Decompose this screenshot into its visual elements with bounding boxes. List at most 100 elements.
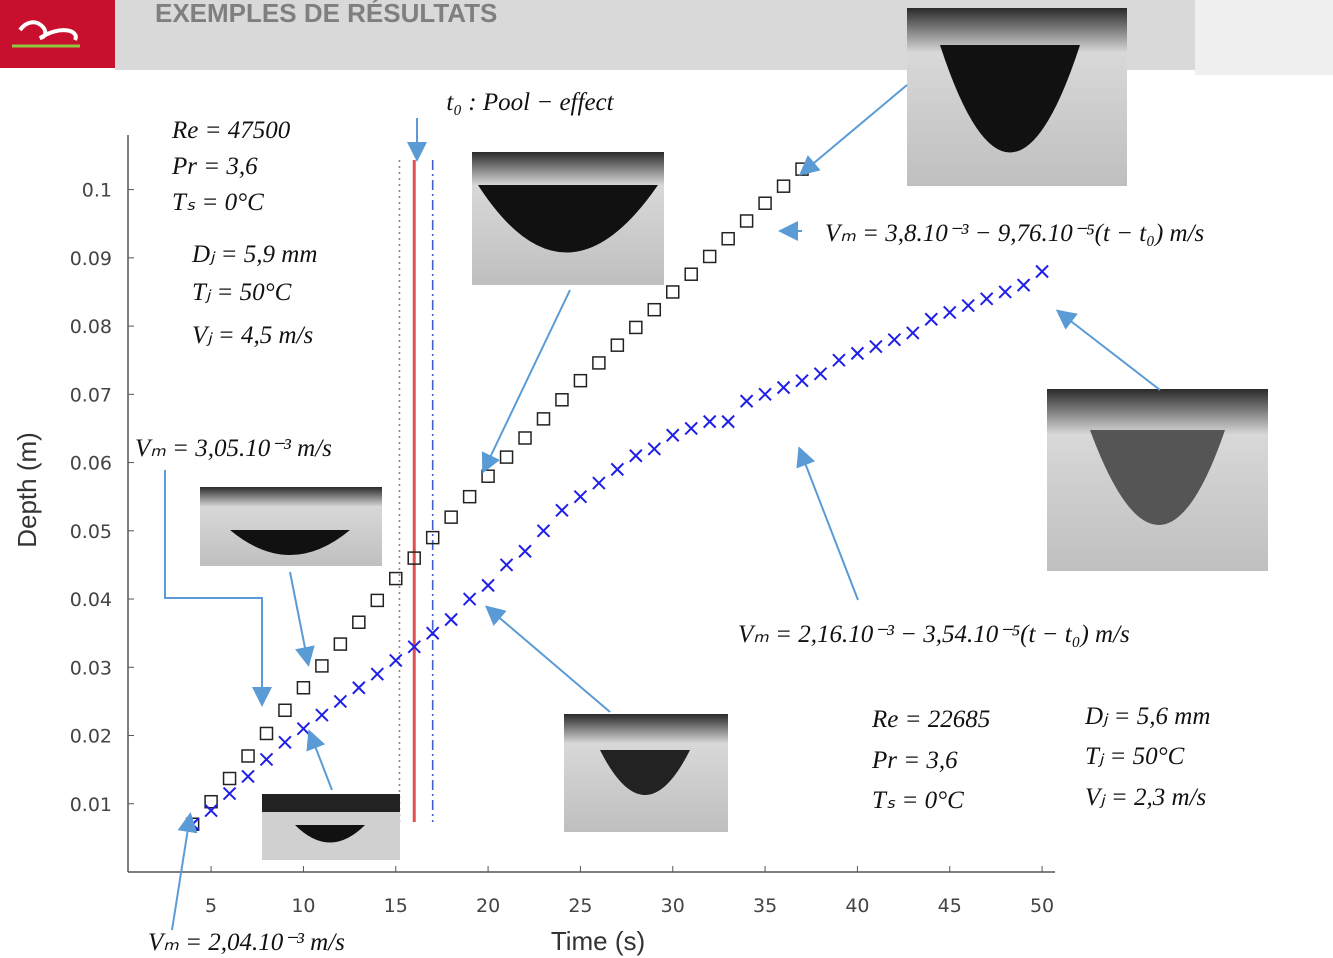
y-tick-label: 0.03	[70, 657, 112, 679]
data-point	[204, 794, 218, 809]
data-point	[702, 414, 717, 429]
photo-cavity	[1090, 430, 1225, 525]
annotation: Tₛ = 0°C	[872, 787, 964, 814]
data-point	[702, 249, 717, 264]
data-point	[222, 786, 237, 801]
data-point	[315, 708, 329, 722]
arrow	[796, 446, 859, 601]
data-point	[684, 267, 698, 281]
x-axis-label: Time (s)	[551, 926, 645, 956]
y-tick-label: 0.04	[70, 589, 112, 611]
data-point	[278, 703, 292, 718]
annotation: Vₘ = 3,8.10⁻³ − 9,76.10⁻⁵(t − t₀) m/s	[825, 220, 1204, 247]
arrow	[481, 289, 571, 474]
y-tick-label: 0.07	[70, 384, 112, 406]
arrow	[289, 571, 315, 667]
x-tick-label: 20	[476, 895, 500, 917]
annotation: Dⱼ = 5,6 mm	[1084, 703, 1210, 730]
x-tick-label: 15	[384, 895, 408, 917]
x-tick-label: 40	[845, 895, 869, 917]
data-point	[573, 489, 588, 504]
annotation: Pr = 3,6	[871, 747, 958, 774]
photo-cavity	[940, 45, 1080, 153]
photo-cavity	[600, 750, 690, 795]
data-point	[499, 450, 514, 464]
photo-cavity	[478, 185, 658, 253]
annotation: Vₘ = 3,05.10⁻³ m/s	[135, 435, 332, 462]
x-tick-label: 25	[568, 895, 592, 917]
x-tick-label: 30	[661, 895, 685, 917]
data-point	[462, 592, 477, 606]
data-point	[869, 339, 883, 354]
arrow	[484, 605, 611, 713]
photo-cavity	[230, 530, 350, 555]
y-tick-label: 0.09	[70, 248, 112, 270]
data-point	[389, 571, 403, 586]
data-point	[333, 637, 348, 651]
data-point	[444, 510, 458, 524]
annotation: Vₘ = 2,04.10⁻³ m/s	[148, 929, 345, 956]
data-point	[721, 414, 735, 429]
data-point	[776, 179, 791, 193]
page-title: EXEMPLES DE RÉSULTATS	[155, 0, 497, 28]
data-point	[462, 489, 477, 504]
data-point	[906, 326, 920, 340]
data-point	[666, 428, 680, 442]
photos	[200, 8, 1268, 860]
annotation: Tₛ = 0°C	[172, 189, 264, 216]
data-point	[315, 659, 329, 673]
data-point	[813, 367, 828, 381]
y-tick-label: 0.08	[70, 316, 112, 338]
x-tick-label: 35	[753, 895, 777, 917]
y-tick-label: 0.06	[70, 453, 112, 475]
y-tick-label: 0.05	[70, 521, 112, 543]
annotation: Dⱼ = 5,9 mm	[191, 241, 317, 268]
data-point	[832, 353, 846, 367]
data-point	[296, 721, 311, 736]
data-point	[924, 312, 938, 326]
arrow	[1055, 309, 1161, 391]
annotation: Tⱼ = 50°C	[192, 279, 292, 306]
arrow	[798, 84, 908, 176]
annotation: Vₘ = 2,16.10⁻³ − 3,54.10⁻⁵(t − t₀) m/s	[738, 621, 1130, 648]
x-tick-label: 45	[938, 895, 962, 917]
data-point	[499, 558, 514, 572]
header-band-end	[1195, 0, 1333, 75]
data-point	[629, 449, 643, 463]
arrow	[306, 729, 333, 791]
annotation: Re = 22685	[871, 706, 990, 733]
data-point	[407, 551, 421, 565]
data-point	[259, 752, 274, 767]
data-point	[739, 394, 754, 408]
y-tick-label: 0.1	[82, 180, 112, 202]
data-point	[573, 373, 588, 388]
data-point	[370, 667, 385, 681]
data-point	[555, 503, 569, 518]
data-point	[943, 305, 957, 320]
data-point	[352, 615, 366, 629]
data-point	[610, 338, 625, 352]
photo-top	[262, 794, 400, 812]
arrow	[171, 812, 198, 931]
data-point	[536, 524, 551, 538]
data-point	[204, 803, 218, 818]
data-point	[592, 356, 606, 370]
data-point	[241, 769, 255, 784]
data-point	[629, 320, 643, 335]
data-point	[241, 749, 255, 763]
data-point	[333, 694, 348, 709]
data-point	[407, 640, 421, 654]
annotation: Vⱼ = 2,3 m/s	[1085, 784, 1206, 811]
logo	[0, 0, 115, 68]
chart: 0.01 0.02 0.03 0.04 0.05 0.06 0.07 0.08 0.09 0.1 5…	[12, 135, 1055, 956]
data-point	[296, 681, 311, 695]
data-point	[666, 285, 680, 299]
logo-mark	[18, 20, 78, 41]
y-tick-label: 0.01	[70, 794, 112, 816]
data-point	[776, 380, 791, 395]
data-point	[1035, 264, 1049, 279]
data-point	[961, 298, 975, 313]
y-tick-label: 0.02	[70, 726, 112, 748]
data-point	[425, 626, 440, 640]
